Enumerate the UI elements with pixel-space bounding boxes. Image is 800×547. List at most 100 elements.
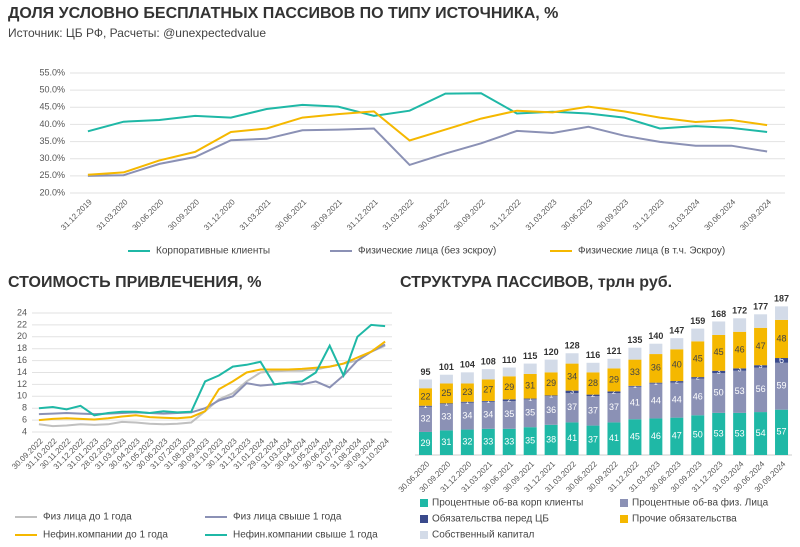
bar-value-label: 45 xyxy=(693,354,703,364)
bar-total-label: 172 xyxy=(732,306,747,316)
line-series xyxy=(38,323,386,417)
bar-segment xyxy=(775,319,789,359)
bar-segment xyxy=(712,412,726,455)
bar-value-label: 1 xyxy=(633,383,637,390)
bar-value-label: 44 xyxy=(672,395,682,405)
legend-swatch xyxy=(420,499,428,507)
bar-segment xyxy=(775,362,789,410)
legend-label: Физические лица (без эскроу) xyxy=(358,245,496,257)
bar-segment xyxy=(460,401,474,403)
bar-total-label: 140 xyxy=(648,331,663,341)
bar-segment xyxy=(670,338,684,350)
bar-value-label: 29 xyxy=(504,382,514,392)
bar-value-label: 33 xyxy=(483,436,493,446)
bar-value-label: 2 xyxy=(612,389,616,396)
x-tick-label: 31.03.2021 xyxy=(238,197,273,232)
y-tick-label: 10 xyxy=(17,391,27,401)
bar-value-label: 23 xyxy=(462,387,472,397)
bar-segment xyxy=(649,354,663,383)
bar-segment xyxy=(775,306,789,320)
bar-segment xyxy=(481,400,495,402)
bar-value-label: 48 xyxy=(777,333,787,343)
bar-segment xyxy=(418,405,432,407)
bar-segment xyxy=(439,383,453,404)
chart-subtitle: Источник: ЦБ РФ, Расчеты: @unexpectedval… xyxy=(8,26,266,40)
y-tick-label: 25.0% xyxy=(39,170,65,180)
bar-value-label: 2 xyxy=(696,375,700,382)
bar-value-label: 2 xyxy=(507,397,511,404)
bar-segment xyxy=(502,428,516,455)
bar-segment xyxy=(628,359,642,386)
bar-segment xyxy=(754,367,768,413)
bar-segment xyxy=(733,412,747,455)
bar-segment xyxy=(607,422,621,455)
bar-segment xyxy=(712,334,726,371)
bar-segment xyxy=(628,385,642,387)
bar-value-label: 1 xyxy=(549,393,553,400)
bar-value-label: 3 xyxy=(759,363,763,370)
legend-label: Нефин.компании свыше 1 года xyxy=(233,529,378,541)
bar-segment xyxy=(544,395,558,397)
bar-segment xyxy=(565,422,579,455)
bar-total-label: 110 xyxy=(502,355,517,365)
bar-segment xyxy=(586,425,600,455)
x-tick-label: 31.12.2019 xyxy=(59,197,94,232)
bar-value-label: 46 xyxy=(651,431,661,441)
bar-value-label: 50 xyxy=(714,387,724,397)
bar-segment xyxy=(607,358,621,369)
bar-value-label: 41 xyxy=(567,433,577,443)
bar-value-label: 53 xyxy=(714,428,724,438)
bar-segment xyxy=(565,390,579,393)
bar-segment xyxy=(460,383,474,402)
x-tick-label: 31.12.2021 xyxy=(345,197,380,232)
bar-value-label: 29 xyxy=(609,374,619,384)
bar-segment xyxy=(460,429,474,455)
y-tick-label: 16 xyxy=(17,355,27,365)
bar-value-label: 2 xyxy=(675,379,679,386)
bar-value-label: 34 xyxy=(483,410,493,420)
legend-label: Корпоративные клиенты xyxy=(156,246,270,257)
bar-value-label: 29 xyxy=(546,378,556,388)
bar-value-label: 29 xyxy=(420,438,430,448)
y-tick-label: 40.0% xyxy=(39,119,65,129)
bar-segment xyxy=(628,419,642,455)
legend-swatch xyxy=(620,499,628,507)
bar-total-label: 159 xyxy=(690,316,705,326)
y-tick-label: 18 xyxy=(17,343,27,353)
chart-title: ДОЛЯ УСЛОВНО БЕСПЛАТНЫХ ПАССИВОВ ПО ТИПУ… xyxy=(8,5,558,22)
bar-value-label: 54 xyxy=(756,428,766,438)
bar-value-label: 53 xyxy=(735,386,745,396)
bar-segment xyxy=(565,393,579,423)
bar-value-label: 57 xyxy=(777,427,787,437)
bar-segment xyxy=(712,370,726,374)
line-series xyxy=(87,125,768,177)
bar-value-label: 1 xyxy=(486,398,490,405)
bar-value-label: 50 xyxy=(693,430,703,440)
bar-total-label: 147 xyxy=(669,326,684,336)
y-tick-label: 50.0% xyxy=(39,85,65,95)
bar-segment xyxy=(439,374,453,384)
y-tick-label: 35.0% xyxy=(39,136,65,146)
y-tick-label: 8 xyxy=(22,403,27,413)
bar-total-label: 121 xyxy=(606,346,621,356)
bar-segment xyxy=(670,381,684,383)
bar-segment xyxy=(502,399,516,401)
bar-value-label: 56 xyxy=(756,384,766,394)
bar-total-label: 115 xyxy=(523,351,538,361)
bar-segment xyxy=(649,382,663,384)
bar-segment xyxy=(544,424,558,455)
bar-value-label: 32 xyxy=(420,414,430,424)
bar-segment xyxy=(649,418,663,455)
bar-segment xyxy=(523,427,537,455)
x-tick-label: 31.12.2023 xyxy=(631,197,666,232)
y-tick-label: 4 xyxy=(22,426,27,436)
x-tick-label: 30.09.2024 xyxy=(738,197,773,232)
bar-value-label: 53 xyxy=(735,428,745,438)
legend-label: Собственный капитал xyxy=(432,529,535,541)
line-series xyxy=(87,105,768,176)
bar-value-label: 38 xyxy=(546,434,556,444)
bar-total-label: 104 xyxy=(460,360,475,370)
bar-segment xyxy=(754,314,768,328)
bar-value-label: 37 xyxy=(567,402,577,412)
bar-segment xyxy=(439,430,453,455)
